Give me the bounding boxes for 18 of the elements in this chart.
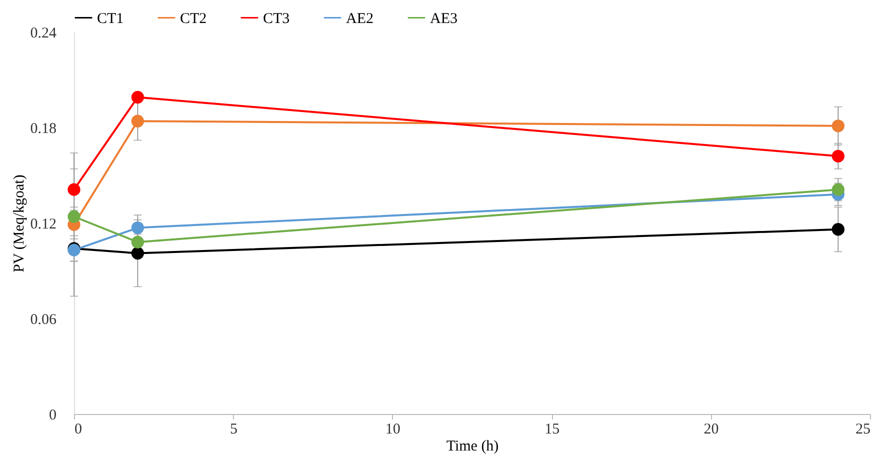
- legend-label: CT3: [263, 10, 290, 27]
- x-tick-label: 5: [230, 422, 238, 438]
- y-tick-label: 0: [49, 408, 56, 424]
- legend-label: CT1: [97, 10, 124, 27]
- x-axis-title: Time (h): [446, 438, 499, 454]
- y-tick-label: 0.24: [30, 26, 57, 42]
- x-tick-label: 10: [385, 422, 400, 438]
- x-tick-label: 15: [544, 422, 560, 438]
- x-tick-label: 25: [856, 422, 870, 438]
- legend-label: AE3: [430, 10, 458, 27]
- y-tick-label: 0.18: [30, 121, 56, 137]
- y-axis-title: PV (Meq/kgoat): [11, 174, 28, 272]
- x-tick-label: 0: [74, 422, 82, 438]
- y-tick-label: 0.12: [30, 216, 56, 232]
- x-tick-label: 20: [704, 422, 719, 438]
- legend-label: CT2: [180, 10, 207, 27]
- y-tick-label: 0.06: [30, 312, 57, 328]
- legend-label: AE2: [346, 10, 374, 27]
